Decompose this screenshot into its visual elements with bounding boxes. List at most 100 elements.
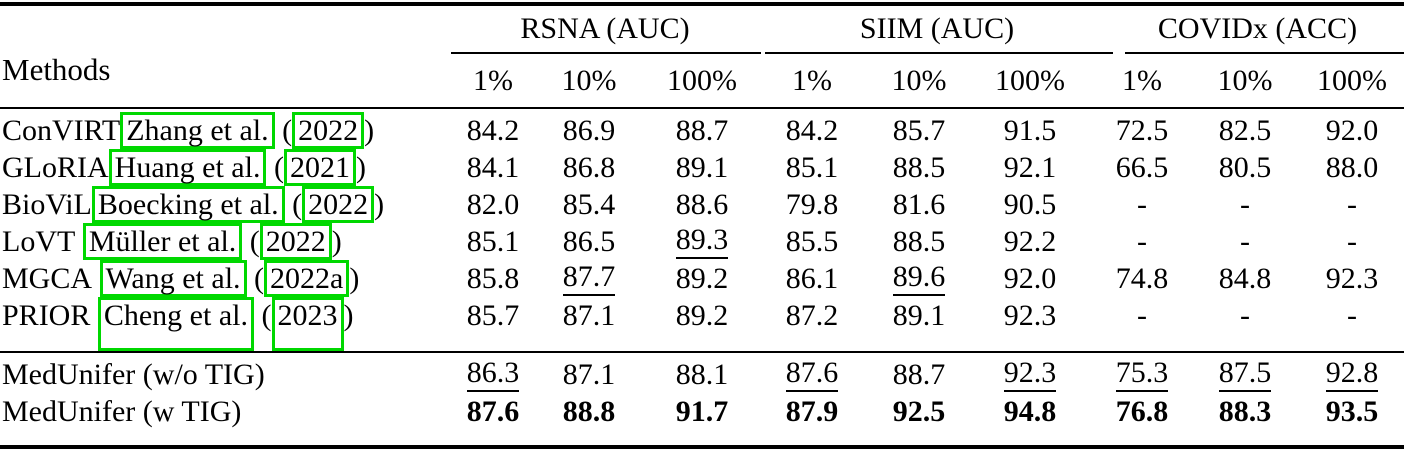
cell-value: 93.5 xyxy=(1325,394,1379,428)
cell-value: 82.0 xyxy=(466,187,520,221)
group-header-rsna: RSNA (AUC) xyxy=(520,12,690,45)
cell-value: 92.8 xyxy=(1325,357,1379,392)
cell-value: 92.0 xyxy=(1325,113,1379,147)
cell-value: 86.9 xyxy=(562,113,616,147)
cmidrule-siim xyxy=(765,52,1113,54)
value-cell: 85.1 xyxy=(451,223,535,260)
cell-value: 92.3 xyxy=(1325,261,1379,295)
method-cell: GLoRIA Huang et al. (2021) xyxy=(2,148,450,187)
citation-year-link[interactable]: 2022 xyxy=(292,111,365,150)
cell-value: 88.1 xyxy=(675,357,729,391)
value-cell: 85.8 xyxy=(451,260,535,297)
value-cell: - xyxy=(1300,186,1404,223)
cell-value: 81.6 xyxy=(892,187,946,221)
cell-value: 91.7 xyxy=(675,394,729,428)
value-cell: 92.3 xyxy=(1300,260,1404,297)
method-cell: BioViL Boecking et al. (2022) xyxy=(2,185,450,224)
cell-value: 72.5 xyxy=(1115,113,1169,147)
method-cell: LoVT Müller et al. (2022) xyxy=(2,222,450,261)
value-cell: 87.1 xyxy=(537,356,641,393)
value-cell: 84.2 xyxy=(451,112,535,149)
value-cell: 89.2 xyxy=(645,297,759,334)
citation-year-link[interactable]: 2023 xyxy=(271,297,344,351)
value-cell: 88.0 xyxy=(1300,149,1404,186)
citation-author-link[interactable]: Huang et al. xyxy=(108,148,267,187)
cell-value: 87.6 xyxy=(466,394,520,428)
methods-column-header: Methods xyxy=(2,52,111,87)
cell-value: 85.8 xyxy=(466,261,520,295)
cell-value: 87.9 xyxy=(785,394,839,428)
citation-year-link[interactable]: 2022 xyxy=(259,222,332,261)
value-cell: 92.0 xyxy=(975,260,1085,297)
value-cell: 92.3 xyxy=(975,356,1085,393)
value-cell: 85.1 xyxy=(763,149,861,186)
cell-value: 89.3 xyxy=(675,224,729,259)
value-cell: 88.8 xyxy=(537,393,641,430)
citation-author-link[interactable]: Wang et al. xyxy=(99,259,247,298)
table-row: MedUnifer (w TIG) 87.6 88.8 91.7 87.9 92.5 94.… xyxy=(0,393,1404,430)
method-cell: ConVIRT Zhang et al. (2022) xyxy=(2,111,450,150)
cell-value: 75.3 xyxy=(1115,357,1169,392)
citation-author-link[interactable]: Müller et al. xyxy=(82,222,243,261)
value-cell: 87.6 xyxy=(451,393,535,430)
citation-year-link[interactable]: 2022a xyxy=(264,259,350,298)
cell-value: 92.5 xyxy=(892,394,946,428)
cell-value: 86.3 xyxy=(466,357,520,392)
group-header-siim: SIIM (AUC) xyxy=(859,12,1015,45)
method-name: MedUnifer (w TIG) xyxy=(2,394,242,428)
method-name: LoVT xyxy=(2,224,83,258)
cell-value: 84.2 xyxy=(785,113,839,147)
cell-value: - xyxy=(1137,298,1147,332)
value-cell: 92.3 xyxy=(975,297,1085,334)
cell-value: 92.3 xyxy=(1003,357,1057,392)
value-cell: 86.1 xyxy=(763,260,861,297)
value-cell: 89.2 xyxy=(645,260,759,297)
method-name: PRIOR xyxy=(2,298,98,332)
value-cell: 81.6 xyxy=(861,186,977,223)
table-row: GLoRIA Huang et al. (2021) 84.1 86.8 89.1 85.… xyxy=(0,148,1404,187)
value-cell: 82.0 xyxy=(451,186,535,223)
cmidrule-rsna xyxy=(451,52,761,54)
citation-year-link[interactable]: 2021 xyxy=(283,148,356,187)
citation-author-link[interactable]: Zhang et al. xyxy=(120,111,275,150)
method-cell: MedUnifer (w TIG) xyxy=(2,393,450,430)
method-cell: MGCA Wang et al. (2022a) xyxy=(2,259,450,298)
value-cell: 66.5 xyxy=(1107,149,1177,186)
cell-value: 87.7 xyxy=(562,261,616,296)
cell-value: 88.8 xyxy=(562,394,616,428)
citation-year-link[interactable]: 2022 xyxy=(302,185,375,224)
value-cell: 86.3 xyxy=(451,356,535,393)
cell-value: 92.1 xyxy=(1003,150,1057,184)
method-cell: MedUnifer (w/o TIG) xyxy=(2,356,450,393)
value-cell: 87.5 xyxy=(1195,356,1295,393)
citation-author-link[interactable]: Boecking et al. xyxy=(91,185,285,224)
citation-author-link[interactable]: Cheng et al. xyxy=(97,297,254,351)
cell-value: 87.1 xyxy=(562,357,616,391)
section-midrule xyxy=(0,351,1404,353)
cell-value: 84.1 xyxy=(466,150,520,184)
cell-value: 85.4 xyxy=(562,187,616,221)
cell-value: - xyxy=(1240,187,1250,221)
cell-value: 85.1 xyxy=(466,224,520,258)
cell-value: 76.8 xyxy=(1115,394,1169,428)
value-cell: - xyxy=(1300,297,1404,334)
value-cell: 89.3 xyxy=(645,223,759,260)
cell-value: 88.0 xyxy=(1325,150,1379,184)
value-cell: 87.6 xyxy=(763,356,861,393)
value-cell: - xyxy=(1195,297,1295,334)
value-cell: 86.9 xyxy=(537,112,641,149)
value-cell: 91.7 xyxy=(645,393,759,430)
value-cell: 92.2 xyxy=(975,223,1085,260)
value-cell: 85.7 xyxy=(451,297,535,334)
value-cell: - xyxy=(1300,223,1404,260)
value-cell: 86.5 xyxy=(537,223,641,260)
value-cell: 92.0 xyxy=(1300,112,1404,149)
value-cell: - xyxy=(1195,186,1295,223)
table-row: BioViL Boecking et al. (2022) 82.0 85.4 88.6… xyxy=(0,185,1404,224)
value-cell: 92.5 xyxy=(861,393,977,430)
value-cell: 72.5 xyxy=(1107,112,1177,149)
value-cell: 85.4 xyxy=(537,186,641,223)
bottom-rule xyxy=(0,445,1404,449)
citation-close-paren: ) xyxy=(349,261,360,295)
